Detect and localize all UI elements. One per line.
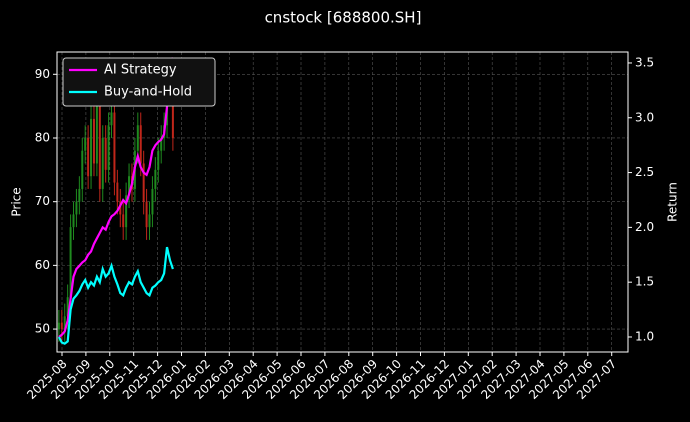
- candle-body: [75, 201, 78, 215]
- candle-body: [81, 150, 84, 189]
- legend-label: Buy-and-Hold: [104, 85, 192, 100]
- y-tick-label: 70: [35, 194, 50, 208]
- legend-label: AI Strategy: [104, 63, 177, 78]
- candle-body: [125, 195, 128, 228]
- y2-tick-label: 3.5: [635, 55, 654, 69]
- candle-body: [151, 188, 154, 215]
- candle-body: [84, 137, 87, 151]
- plot-frame: [56, 51, 629, 353]
- line-series: [58, 57, 174, 338]
- candle-body: [104, 137, 107, 170]
- y2-tick-label: 2.5: [635, 165, 654, 179]
- line-series: [57, 246, 174, 345]
- candle-body: [154, 169, 157, 189]
- y-tick-label: 90: [35, 67, 50, 81]
- candle-body: [72, 214, 75, 228]
- candle-body: [87, 137, 90, 177]
- candle-body: [119, 201, 122, 215]
- y2-tick-label: 2.0: [635, 220, 654, 234]
- candle-body: [136, 125, 139, 151]
- candle-body: [92, 118, 95, 164]
- candle-body: [60, 322, 63, 330]
- y-axis-label: Price: [10, 187, 24, 216]
- candle-body: [145, 201, 148, 228]
- candle-body: [66, 297, 69, 317]
- candle-body: [148, 214, 151, 228]
- candle-body: [171, 87, 174, 138]
- y2-tick-label: 1.0: [635, 329, 654, 343]
- candle-body: [98, 99, 101, 189]
- y-tick-label: 80: [35, 130, 50, 144]
- candle-body: [116, 182, 119, 202]
- candle-body: [69, 227, 72, 298]
- candle-body: [110, 112, 113, 126]
- candle-body: [90, 118, 93, 177]
- candle-body: [101, 137, 104, 189]
- candle-body: [160, 137, 163, 151]
- candle-body: [95, 99, 98, 164]
- candle-body: [128, 176, 131, 196]
- candle-body: [107, 125, 110, 170]
- legend-box: [62, 57, 216, 107]
- candle-body: [78, 188, 81, 202]
- y2-tick-label: 3.0: [635, 110, 654, 124]
- y-tick-label: 60: [35, 258, 50, 272]
- chart-title: cnstock [688800.SH]: [265, 9, 422, 27]
- candle-body: [63, 316, 66, 330]
- y2-tick-label: 1.5: [635, 275, 654, 289]
- y-tick-label: 50: [35, 322, 50, 336]
- candle-body: [139, 125, 142, 164]
- candle-body: [157, 150, 160, 170]
- candle-body: [113, 112, 116, 183]
- candle-body: [142, 163, 145, 202]
- y2-axis-label: Return: [666, 182, 680, 222]
- candle-body: [57, 322, 60, 330]
- candle-body: [122, 214, 125, 228]
